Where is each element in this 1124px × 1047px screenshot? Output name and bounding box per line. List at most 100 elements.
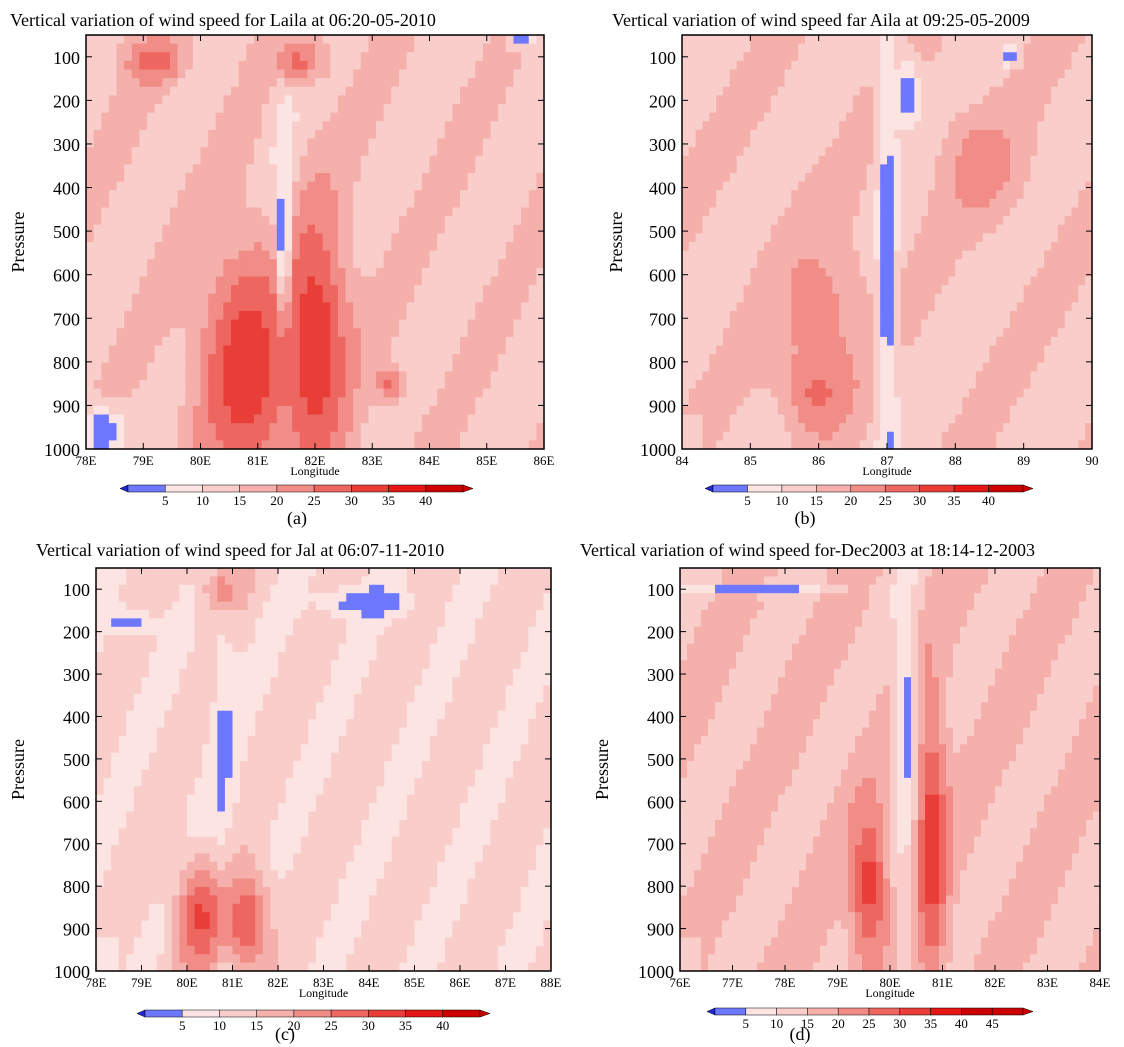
heat-cell [723,414,731,424]
heat-cell [873,414,881,424]
heat-cell [337,431,347,441]
heat-cell [276,293,286,303]
heat-cell [261,336,270,347]
heat-cell [131,267,141,278]
heat-cell [750,285,758,295]
heat-cell [757,60,765,71]
heat-cell [467,190,476,200]
heat-cell [873,164,881,174]
heat-cell [846,52,854,62]
heat-cell [192,129,202,140]
heat-cell [307,147,316,157]
heat-cell [391,224,400,234]
heat-cell [131,431,141,441]
heat-cell [528,302,537,312]
heat-cell [452,129,461,140]
heat-cell [444,224,453,234]
heat-cell [208,155,217,165]
heat-cell [482,190,492,200]
heat-cell [688,233,697,243]
heat-cell [147,35,156,45]
heat-cell [246,319,255,329]
heat-cell [307,302,316,312]
heat-cell [429,397,438,407]
heat-cell [791,293,799,303]
heat-cell [846,345,854,355]
heat-cell [688,354,697,364]
heat-cell [695,311,704,321]
heat-cell [846,86,854,96]
heat-cell [231,423,240,433]
heat-cell [934,440,943,450]
heat-cell [962,311,970,321]
heat-cell [859,250,868,260]
heat-cell [736,138,745,148]
heat-cell [200,155,209,165]
heat-cell [887,86,895,96]
heat-cell [934,112,943,122]
heat-cell [743,302,751,312]
heat-cell [345,190,354,200]
heat-cell [246,311,255,321]
heat-cell [215,147,224,157]
heat-cell [391,423,400,433]
heat-cell [743,259,751,269]
heat-cell [353,69,362,79]
heat-cell [729,164,738,174]
heat-cell [852,164,861,174]
heat-cell [307,431,316,441]
heat-cell [900,328,909,338]
heat-cell [162,371,171,381]
heat-cell [292,43,301,53]
heat-cell [825,345,833,355]
heat-cell [702,181,710,191]
heat-cell [360,267,370,278]
heat-cell [154,233,163,243]
heat-cell [784,431,792,441]
heat-cell [893,216,902,226]
heat-cell [682,440,690,450]
heat-cell [723,181,731,191]
heat-cell [444,276,453,286]
heat-cell [770,423,779,433]
heat-cell [292,397,301,407]
heat-cell [702,233,710,243]
heat-cell [246,328,255,338]
heat-cell [192,345,202,355]
heat-cell [928,285,936,295]
heat-cell [93,198,102,209]
heat-cell [955,328,963,338]
heat-cell [315,259,324,269]
heat-cell [887,397,895,407]
heat-cell [444,147,453,157]
heat-cell [192,276,202,286]
heat-cell [467,207,476,217]
heat-cell [784,60,792,71]
heat-cell [784,285,792,295]
heat-cell [791,414,799,424]
heat-cell [764,431,772,441]
heat-cell [444,414,453,424]
heat-cell [460,345,469,355]
heat-cell [709,405,717,416]
heat-cell [955,224,963,234]
heat-cell [900,371,909,381]
heat-cell [307,250,316,260]
heat-cell [852,60,861,71]
heat-cell [269,328,278,338]
heat-cell [757,78,765,88]
heat-cell [921,259,929,269]
heat-cell [238,52,247,62]
heat-cell [200,371,209,381]
heat-cell [880,69,888,79]
heat-cell [505,164,515,174]
heat-cell [784,397,792,407]
heat-cell [798,35,806,45]
heat-cell [475,173,484,183]
heat-cell [322,380,331,390]
heat-cell [444,267,453,278]
heat-cell [108,242,118,252]
heat-cell [934,78,943,88]
heat-cell [770,129,779,140]
heat-cell [124,104,133,114]
